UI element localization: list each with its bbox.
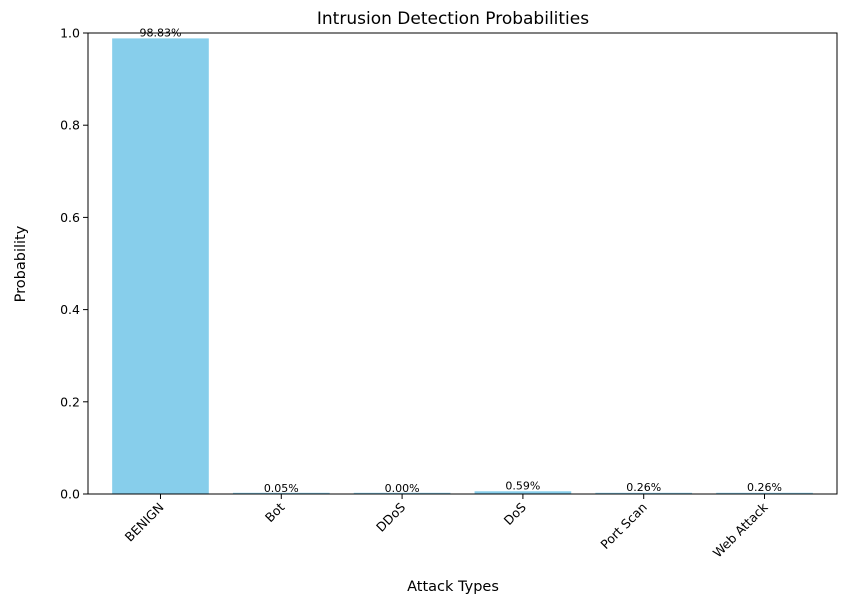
data-labels-group: 98.83%0.05% 0.00% 0.59% 0.26% 0.26% <box>140 26 782 495</box>
y-tick-label: 0.8 <box>60 118 80 133</box>
bar-bot <box>232 492 330 494</box>
x-tick-label: DDoS <box>373 499 408 534</box>
chart-title: Intrusion Detection Probabilities <box>317 9 589 29</box>
bar-ddos <box>353 492 451 494</box>
y-axis-ticks: 0.0 0.2 0.4 0.6 0.8 1.0 <box>60 26 88 502</box>
x-tick-label: BENIGN <box>122 500 167 545</box>
y-tick-label: 0.4 <box>60 302 80 317</box>
bar-dos <box>474 491 572 494</box>
data-label-bot: 0.05% <box>264 482 299 495</box>
x-axis-ticks: BENIGN Bot DDoS DoS Port Scan Web Attack <box>122 494 771 560</box>
data-label-ddos: 0.00% <box>385 482 420 495</box>
data-label-dos: 0.59% <box>505 479 540 492</box>
x-tick-label: Port Scan <box>597 500 649 552</box>
bar-benign <box>112 38 209 494</box>
x-tick-label: Bot <box>262 499 288 525</box>
data-label-web-attack: 0.26% <box>747 481 782 494</box>
y-tick-label: 0.6 <box>60 210 80 225</box>
x-tick-label: DoS <box>501 499 529 527</box>
y-tick-label: 1.0 <box>60 26 80 41</box>
bars-group <box>112 38 813 494</box>
bar-web-attack <box>716 492 813 494</box>
bar-port-scan <box>595 492 693 494</box>
x-tick-label: Web Attack <box>710 499 771 560</box>
y-tick-label: 0.0 <box>60 487 80 502</box>
plot-frame <box>87 32 838 495</box>
data-label-port-scan: 0.26% <box>626 481 661 494</box>
y-tick-label: 0.2 <box>60 394 80 409</box>
x-axis-label: Attack Types <box>407 579 499 595</box>
y-axis-label: Probability <box>13 225 29 302</box>
